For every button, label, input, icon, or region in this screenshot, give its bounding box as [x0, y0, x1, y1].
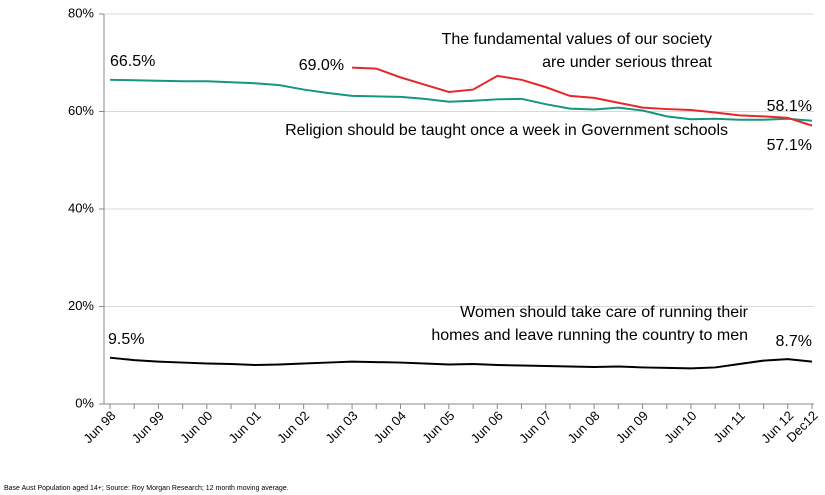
- y-tick-label: 0%: [75, 395, 94, 410]
- x-tick-label: Jun 08: [564, 408, 602, 446]
- x-tick-label: Jun 02: [274, 408, 312, 446]
- x-tick-label: Jun 00: [177, 408, 215, 446]
- x-tick-label: Jun 05: [419, 408, 457, 446]
- series-label: homes and leave running the country to m…: [431, 327, 748, 344]
- series-label: Women should take care of running their: [460, 304, 749, 321]
- x-tick-label: Jun 07: [516, 408, 554, 446]
- x-tick-label: Jun 06: [468, 408, 506, 446]
- x-tick-label: Jun 04: [371, 408, 409, 446]
- series-label: The fundamental values of our society: [442, 31, 712, 48]
- series-line: [109, 356, 813, 370]
- series-line: [109, 78, 813, 122]
- data-label: 66.5%: [110, 53, 155, 70]
- x-tick-label: Jun 99: [129, 408, 167, 446]
- x-tick-label: Jun 10: [661, 408, 699, 446]
- data-label: 57.1%: [767, 137, 812, 154]
- series-line: [352, 66, 813, 127]
- y-tick-label: 80%: [68, 5, 94, 20]
- data-label: 69.0%: [299, 57, 344, 74]
- data-label: 8.7%: [776, 333, 812, 350]
- x-tick-label: Jun 01: [226, 408, 264, 446]
- series-label: are under serious threat: [542, 54, 712, 71]
- x-tick-label: Jun 11: [710, 408, 748, 446]
- y-tick-label: 40%: [68, 200, 94, 215]
- y-tick-label: 20%: [68, 298, 94, 313]
- series-label: Religion should be taught once a week in…: [285, 122, 728, 139]
- y-tick-label: 60%: [68, 103, 94, 118]
- x-tick-label: Jun 09: [613, 408, 651, 446]
- footnote: Base Aust Population aged 14+; Source: R…: [4, 485, 289, 492]
- x-tick-label: Jun 98: [80, 408, 118, 446]
- data-label: 9.5%: [108, 331, 144, 348]
- x-tick-label: Jun 03: [322, 408, 360, 446]
- data-label: 58.1%: [767, 98, 812, 115]
